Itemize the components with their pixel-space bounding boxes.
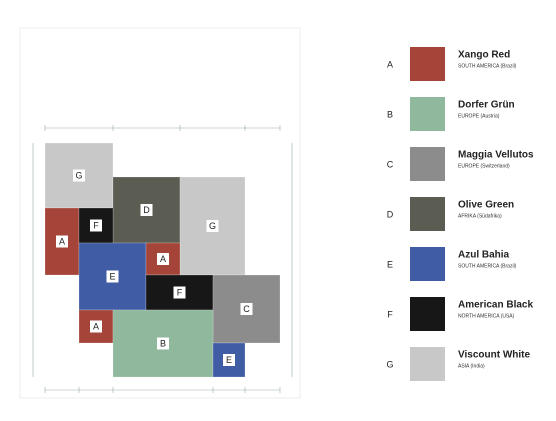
legend-swatch [410, 47, 445, 81]
tile-label-box [223, 354, 235, 366]
legend-letter: E [387, 259, 393, 269]
tile-label-box [90, 219, 102, 232]
stone-origin: ASIA (India) [458, 363, 485, 369]
tile-label-box [73, 169, 85, 182]
stone-name: Xango Red [458, 50, 510, 61]
legend-letter: B [387, 109, 393, 119]
frame [19, 27, 301, 399]
legend-letter: D [387, 209, 394, 219]
stone-origin: EUROPE (Switzerland) [458, 163, 510, 169]
legend-swatch [410, 297, 445, 331]
stone-origin: EUROPE (Austria) [458, 113, 500, 119]
stone-name: Azul Bahia [458, 250, 510, 261]
tile-label-box [173, 286, 186, 299]
legend-swatch [410, 147, 445, 181]
tile-label: E [226, 355, 232, 365]
legend-swatch [410, 247, 445, 281]
tile-label-box [240, 303, 253, 315]
legend-letter: G [386, 359, 393, 369]
dimension-lines [32, 125, 293, 393]
tile-label: E [109, 271, 115, 281]
legend-letter: F [387, 309, 393, 319]
tile-label: F [177, 287, 183, 297]
tile-label: A [160, 254, 166, 264]
tile-label-box [140, 204, 153, 216]
stone-origin: SOUTH AMERICA (Brazil) [458, 63, 517, 69]
tile-label: F [93, 220, 99, 230]
tile-label: G [209, 221, 216, 231]
tile-label-box [56, 235, 68, 248]
stone-origin: AFRIKA (Südafrika) [458, 213, 502, 219]
stone-name: Dorfer Grün [458, 100, 515, 111]
tile-label: G [75, 170, 82, 180]
tile-label: B [160, 338, 166, 348]
tile-label: C [243, 304, 250, 314]
stone-name: Viscount White [458, 350, 530, 361]
tile-layout: G D G A F E A F C A B E [44, 142, 281, 378]
legend-letter: C [387, 159, 394, 169]
stone-name: Olive Green [458, 200, 514, 211]
tile-label: D [143, 205, 150, 215]
stone-name: Maggia Vellutos [458, 150, 534, 161]
tile-label: A [59, 236, 65, 246]
legend-swatch [410, 347, 445, 381]
tile-label-box [90, 320, 102, 333]
legend-swatch [410, 197, 445, 231]
stone-origin: SOUTH AMERICA (Brazil) [458, 263, 517, 269]
stone-name: American Black [458, 300, 533, 311]
legend-swatch [410, 97, 445, 131]
tile-label-box [106, 270, 119, 283]
tile-label-box [157, 337, 169, 350]
tile-label-box [206, 220, 219, 232]
legend-letter: A [387, 59, 393, 69]
tile-label-box [157, 253, 169, 265]
legend: A Xango Red SOUTH AMERICA (Brazil) B Dorfer … [386, 47, 534, 381]
tile-label: A [93, 321, 99, 331]
stone-origin: NORTH AMERICA (USA) [458, 313, 515, 319]
